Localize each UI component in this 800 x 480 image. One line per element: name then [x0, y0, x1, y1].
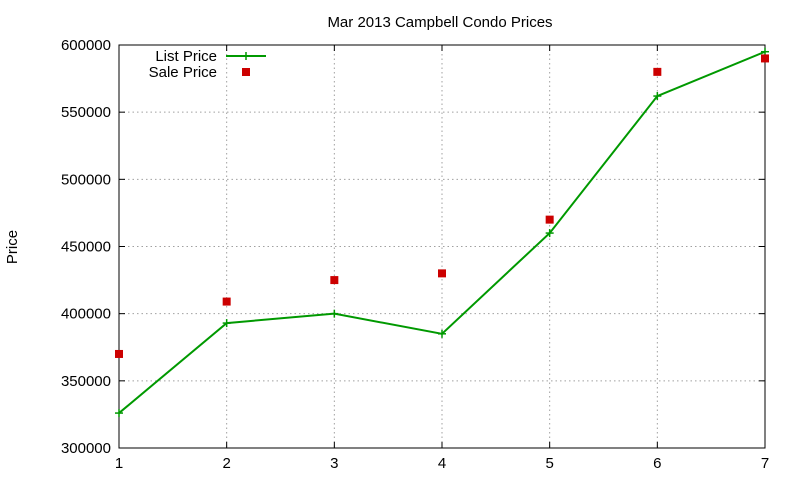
data-point: [545, 215, 554, 224]
data-point: [653, 67, 662, 76]
series-line: [118, 50, 766, 414]
data-point: [438, 269, 446, 278]
data-point: [330, 276, 339, 285]
data-point: [222, 319, 231, 328]
data-point: [115, 349, 123, 358]
y-tick-label: 600000: [61, 37, 111, 54]
legend-label: Sale Price: [149, 64, 217, 81]
x-tick-label: 4: [438, 455, 446, 472]
grid-lines: [119, 45, 765, 448]
data-point: [115, 409, 123, 418]
x-tick-label: 6: [653, 455, 661, 472]
legend-marker: [242, 52, 250, 60]
x-tick-label: 5: [545, 455, 553, 472]
x-tick-label: 2: [222, 455, 230, 472]
legend-marker: [242, 68, 250, 76]
y-tick-label: 500000: [61, 171, 111, 188]
data-point: [222, 297, 231, 306]
y-tick-label: 400000: [61, 306, 111, 323]
axis-ticks: 1 2 3 4 5 6 7 300000 350000 400000 450000 500000 550…: [61, 37, 769, 472]
series-layer: [115, 47, 769, 418]
legend-label: List Price: [155, 48, 217, 65]
series-sale-price: [115, 54, 769, 358]
chart-title: Mar 2013 Campbell Condo Prices: [327, 14, 552, 31]
series-list-price: [115, 47, 769, 418]
data-point: [438, 329, 446, 338]
data-point: [330, 309, 339, 318]
y-tick-label: 550000: [61, 104, 111, 121]
y-tick-label: 300000: [61, 440, 111, 457]
y-tick-label: 350000: [61, 373, 111, 390]
data-point: [761, 54, 769, 63]
x-tick-label: 3: [330, 455, 338, 472]
data-point: [545, 229, 554, 238]
y-tick-label: 450000: [61, 239, 111, 256]
y-axis-label: Price: [4, 230, 21, 264]
data-point: [653, 92, 662, 101]
x-tick-label: 1: [115, 455, 123, 472]
x-tick-label: 7: [761, 455, 769, 472]
data-point: [761, 47, 769, 56]
